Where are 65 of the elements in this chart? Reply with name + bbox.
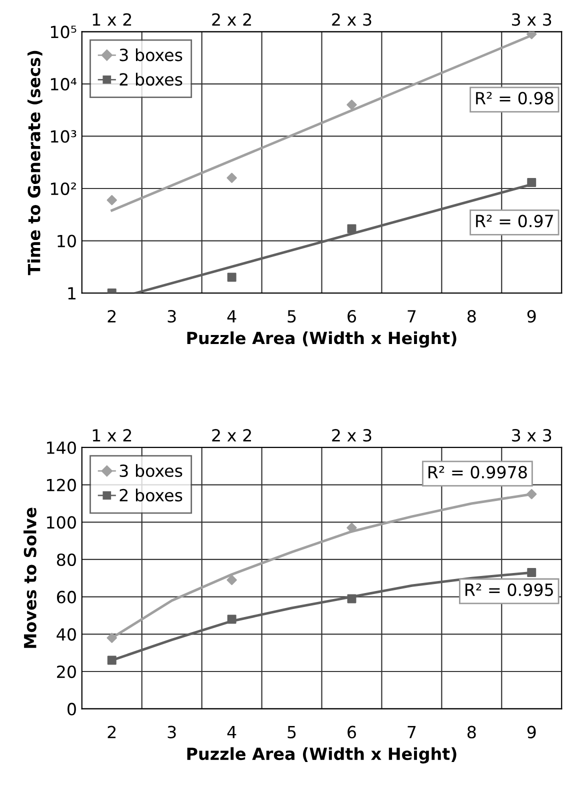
- text: 1 x 2: [92, 429, 132, 442]
- x-tick-label: 2: [108, 726, 116, 738]
- legend-label: 3 boxes: [120, 48, 182, 62]
- x-tick-label: 6: [348, 726, 356, 738]
- text: 1 x 2: [92, 13, 132, 26]
- x-tick-label: 7: [408, 726, 416, 738]
- point: [527, 178, 536, 188]
- x-axis-title: Puzzle Area (Width x Height): [187, 331, 456, 348]
- y-tick-label: 10²: [50, 182, 76, 196]
- text: 2 x 3: [332, 429, 372, 442]
- point: [346, 522, 357, 533]
- x-tick-label: 7: [408, 310, 416, 322]
- point: [106, 632, 117, 643]
- x-tick-label: 5: [288, 726, 296, 738]
- legend-label: 2 boxes: [120, 72, 182, 86]
- point: [226, 172, 237, 183]
- point: [346, 100, 357, 110]
- y-tick-label: 10: [58, 234, 76, 248]
- x-tick-label: 4: [227, 310, 236, 322]
- point: [347, 224, 356, 234]
- text: 2 x 2: [212, 13, 251, 26]
- y-tick-label: 10⁵: [50, 26, 76, 38]
- annotation: R² = 0.9978: [428, 466, 527, 478]
- x-tick-label: 3: [168, 726, 176, 738]
- point: [106, 195, 117, 206]
- y-tick-label: 10⁴: [50, 78, 77, 91]
- annotation: R² = 0.97: [476, 214, 553, 228]
- text: 3 x 3: [512, 13, 552, 26]
- x-tick-label: 4: [227, 726, 236, 738]
- x-tick-label: 2: [108, 310, 116, 322]
- x-axis-title: Puzzle Area (Width x Height): [187, 747, 456, 764]
- y-tick-label: 80: [56, 553, 76, 566]
- text: 3 x 3: [512, 429, 552, 442]
- legend-label: 3 boxes: [120, 464, 182, 478]
- y-tick-label: 1: [68, 287, 76, 300]
- x-tick-label: 8: [467, 726, 476, 738]
- point: [107, 656, 116, 665]
- y-axis-title: Time to Generate (secs): [27, 50, 42, 276]
- y-tick-label: 140: [47, 441, 76, 454]
- y-tick-label: 0: [68, 702, 76, 716]
- x-tick-label: 3: [168, 310, 176, 323]
- annotation: R² = 0.995: [466, 583, 553, 596]
- point: [527, 568, 536, 578]
- y-tick-label: 10³: [50, 130, 76, 143]
- x-tick-label: 5: [288, 310, 296, 323]
- y-tick-label: 120: [47, 478, 76, 492]
- text: 2 x 2: [212, 429, 251, 442]
- point: [526, 32, 537, 40]
- point: [526, 489, 537, 500]
- text: 2 x 3: [332, 13, 372, 26]
- x-tick-label: 9: [527, 310, 536, 323]
- y-tick-label: 40: [56, 628, 76, 641]
- y-tick-label: 60: [56, 590, 76, 604]
- x-tick-label: 6: [348, 310, 356, 323]
- annotation: R² = 0.98: [476, 92, 554, 104]
- point: [347, 594, 356, 604]
- x-tick-label: 9: [527, 726, 536, 738]
- y-axis-title: Moves to Solve: [24, 508, 36, 648]
- point: [227, 614, 236, 624]
- point: [227, 272, 236, 282]
- y-tick-label: 20: [57, 665, 76, 678]
- y-tick-label: 100: [47, 516, 76, 529]
- legend-label: 2 boxes: [120, 488, 182, 502]
- x-tick-label: 8: [467, 310, 476, 323]
- point: [226, 574, 237, 586]
